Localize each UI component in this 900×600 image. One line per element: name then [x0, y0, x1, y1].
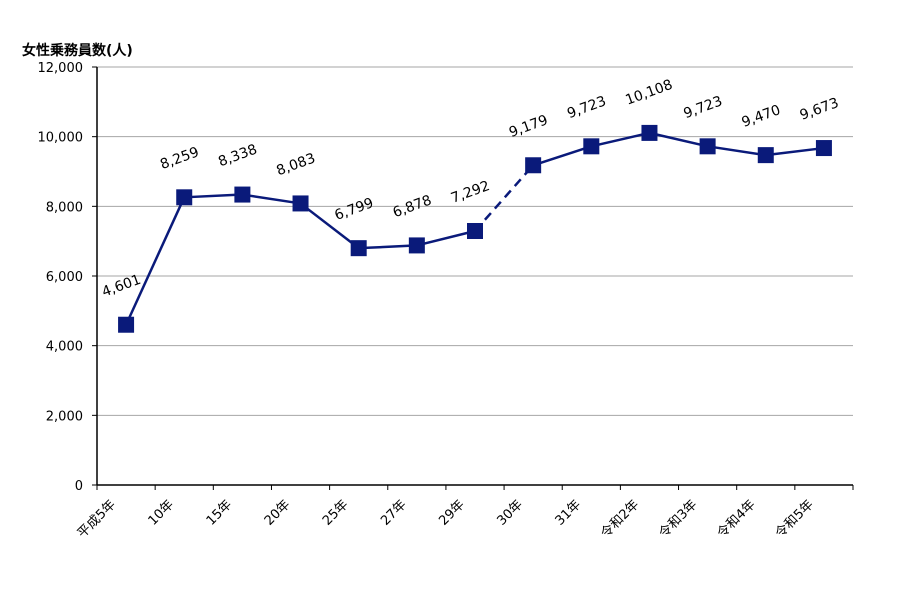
series-segment — [591, 131, 650, 148]
data-label: 9,470 — [740, 102, 783, 131]
data-label: 7,292 — [449, 178, 492, 207]
y-tick-label: 0 — [75, 479, 83, 494]
data-point-marker — [757, 147, 774, 164]
data-point-marker — [118, 316, 135, 333]
series-segment — [242, 193, 301, 205]
y-tick-label: 2,000 — [46, 409, 83, 424]
data-label: 8,338 — [216, 142, 259, 171]
series-segment — [416, 229, 476, 247]
data-point-marker — [641, 124, 658, 141]
y-tick-label: 6,000 — [46, 270, 83, 285]
series-segment — [124, 196, 186, 326]
x-tick-labels: 平成5年 10年 15年 20年 25年 27年 29年 30年 31年 令和2年 令和3年 令和4年… — [75, 497, 817, 541]
x-tick-label: 令和2年 — [598, 497, 642, 541]
data-label: 6,799 — [333, 195, 376, 224]
series-segment-dashed — [474, 164, 535, 232]
x-tick-label: 令和3年 — [656, 497, 700, 541]
x-tick-label: 30年 — [494, 497, 525, 528]
x-tick-label: 27年 — [378, 497, 409, 528]
x-tick-label: 20年 — [262, 497, 293, 528]
y-tick-labels: 0 2,000 4,000 6,000 8,000 10,000 12,000 — [38, 61, 84, 494]
series-segment — [184, 193, 243, 199]
x-tick-label: 平成5年 — [75, 497, 119, 541]
data-point-marker — [408, 237, 425, 254]
data-point-marker — [467, 222, 483, 239]
axes — [92, 66, 854, 490]
y-tick-label: 4,000 — [46, 340, 83, 355]
series-segment — [532, 145, 592, 167]
data-point-marker — [176, 189, 193, 206]
x-tick-label: 15年 — [204, 497, 235, 528]
gridlines — [97, 66, 853, 416]
data-point-marker — [292, 195, 309, 212]
y-tick-label: 12,000 — [38, 61, 84, 76]
data-point-marker — [350, 240, 367, 257]
data-point-marker — [583, 138, 600, 155]
data-point-marker — [234, 186, 251, 203]
data-point-marker — [525, 157, 542, 174]
series-segment — [707, 145, 766, 157]
x-tick-label: 31年 — [553, 497, 584, 528]
data-label: 8,083 — [274, 150, 317, 179]
data-label: 8,259 — [158, 144, 201, 173]
data-label: 6,878 — [391, 192, 434, 221]
series-segment — [649, 131, 708, 148]
data-points — [118, 124, 832, 333]
x-tick-label: 29年 — [436, 497, 467, 528]
x-tick-label: 25年 — [320, 497, 351, 528]
data-label: 10,108 — [623, 77, 675, 109]
data-label: 9,673 — [798, 95, 841, 124]
x-tick-label: 10年 — [146, 497, 177, 528]
y-tick-label: 8,000 — [46, 200, 83, 215]
y-axis-title: 女性乗務員数(人) — [22, 42, 133, 59]
x-tick-label: 令和5年 — [773, 497, 817, 541]
data-label: 9,723 — [565, 93, 608, 122]
data-label: 9,723 — [682, 93, 725, 122]
series-line — [124, 131, 825, 326]
series-segment — [765, 146, 825, 157]
series-segment — [299, 202, 360, 250]
data-point-marker — [699, 138, 716, 155]
series-segment — [358, 244, 417, 250]
data-point-marker — [815, 140, 832, 157]
x-tick-label: 令和4年 — [715, 497, 759, 541]
y-tick-label: 10,000 — [38, 131, 84, 146]
